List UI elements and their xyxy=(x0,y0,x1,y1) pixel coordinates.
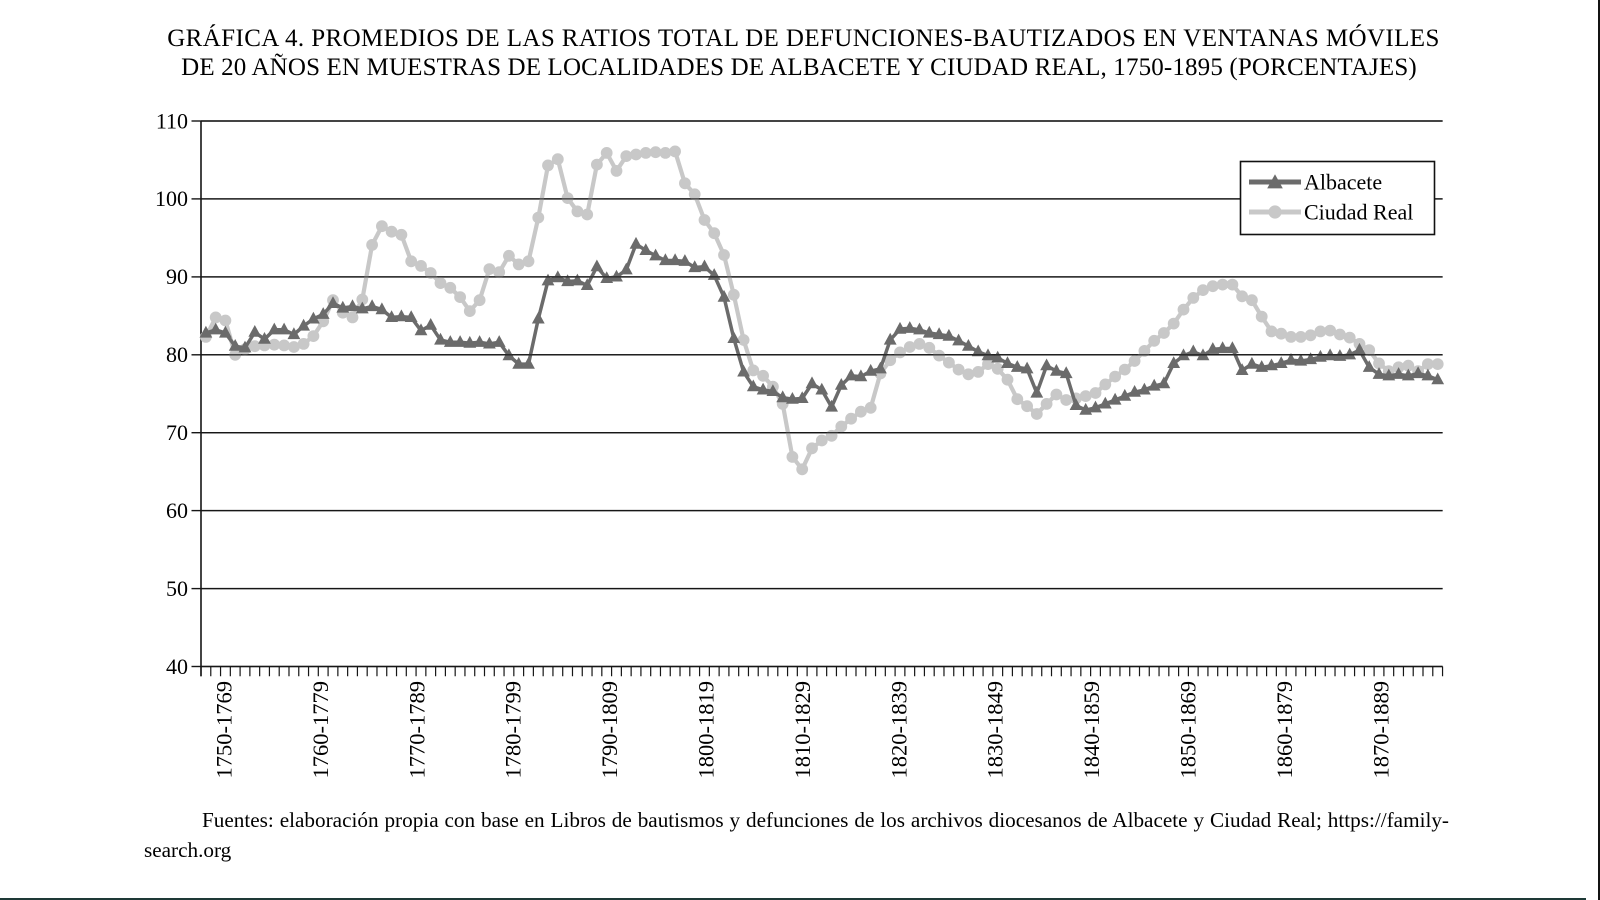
svg-text:Albacete: Albacete xyxy=(1304,170,1382,195)
svg-text:80: 80 xyxy=(166,342,188,367)
svg-text:1820-1839: 1820-1839 xyxy=(886,681,911,779)
svg-text:70: 70 xyxy=(166,420,188,445)
svg-text:1840-1859: 1840-1859 xyxy=(1079,681,1104,779)
svg-text:Ciudad Real: Ciudad Real xyxy=(1304,200,1413,225)
svg-text:1760-1779: 1760-1779 xyxy=(308,681,333,779)
svg-text:1780-1799: 1780-1799 xyxy=(501,681,526,779)
svg-text:1860-1879: 1860-1879 xyxy=(1272,681,1297,779)
svg-text:1830-1849: 1830-1849 xyxy=(983,681,1008,779)
svg-text:110: 110 xyxy=(156,108,188,133)
svg-text:1750-1769: 1750-1769 xyxy=(212,681,237,779)
svg-text:90: 90 xyxy=(166,264,188,289)
svg-text:40: 40 xyxy=(166,654,188,679)
svg-text:1870-1889: 1870-1889 xyxy=(1368,681,1393,779)
svg-text:1790-1809: 1790-1809 xyxy=(597,681,622,779)
svg-text:100: 100 xyxy=(155,186,188,211)
svg-text:1850-1869: 1850-1869 xyxy=(1176,681,1201,779)
svg-text:1800-1819: 1800-1819 xyxy=(694,681,719,779)
svg-text:1810-1829: 1810-1829 xyxy=(790,681,815,779)
svg-text:50: 50 xyxy=(166,576,188,601)
svg-text:1770-1789: 1770-1789 xyxy=(404,681,429,779)
svg-text:60: 60 xyxy=(166,498,188,523)
